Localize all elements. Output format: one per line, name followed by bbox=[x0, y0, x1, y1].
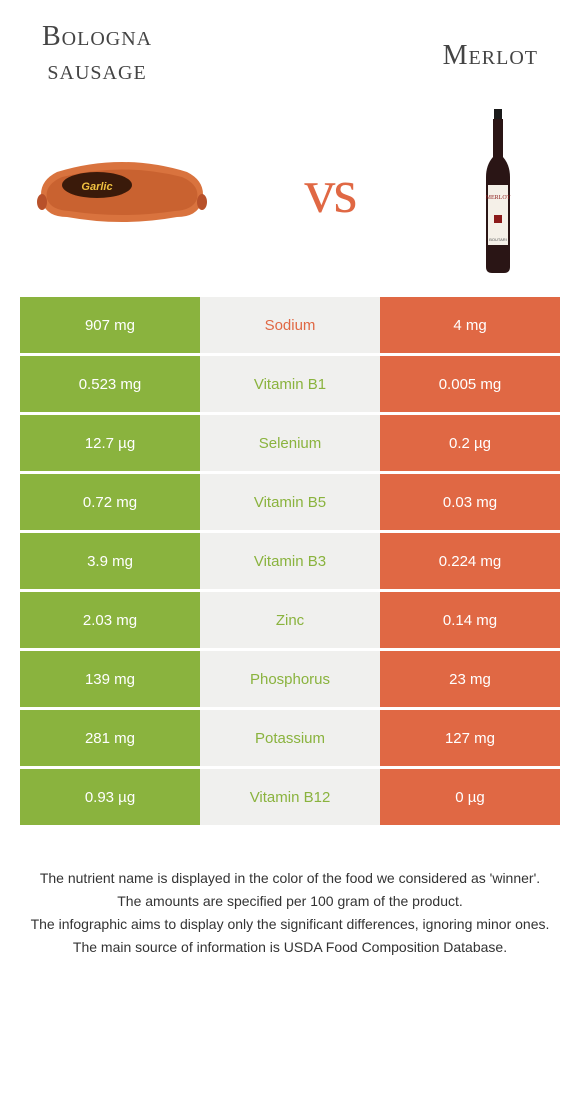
nutrient-table: 907 mg Sodium 4 mg 0.523 mg Vitamin B1 0… bbox=[20, 297, 560, 825]
value-left: 281 mg bbox=[20, 710, 200, 766]
table-row: 907 mg Sodium 4 mg bbox=[20, 297, 560, 353]
svg-text:BOUTARI: BOUTARI bbox=[489, 237, 506, 242]
nutrient-name: Phosphorus bbox=[200, 651, 380, 707]
header: Bologna sausage Merlot bbox=[12, 20, 568, 97]
nutrient-name: Selenium bbox=[200, 415, 380, 471]
nutrient-name: Vitamin B5 bbox=[200, 474, 380, 530]
value-right: 4 mg bbox=[380, 297, 560, 353]
value-right: 0 µg bbox=[380, 769, 560, 825]
value-right: 0.005 mg bbox=[380, 356, 560, 412]
footer-line: The main source of information is USDA F… bbox=[27, 937, 553, 958]
wine-bottle-icon: MERLOT BOUTARI bbox=[478, 107, 518, 277]
title-left-line2: sausage bbox=[47, 55, 146, 86]
food-image-left: Garlic bbox=[22, 157, 222, 227]
infographic-container: Bologna sausage Merlot Garlic vs MERLOT bbox=[0, 0, 580, 958]
title-left: Bologna sausage bbox=[42, 20, 152, 87]
table-row: 0.72 mg Vitamin B5 0.03 mg bbox=[20, 474, 560, 530]
footer-line: The amounts are specified per 100 gram o… bbox=[27, 891, 553, 912]
svg-text:Garlic: Garlic bbox=[81, 181, 112, 193]
table-row: 281 mg Potassium 127 mg bbox=[20, 710, 560, 766]
table-row: 12.7 µg Selenium 0.2 µg bbox=[20, 415, 560, 471]
nutrient-name: Vitamin B3 bbox=[200, 533, 380, 589]
value-right: 23 mg bbox=[380, 651, 560, 707]
nutrient-name: Vitamin B12 bbox=[200, 769, 380, 825]
title-right: Merlot bbox=[443, 20, 538, 72]
footer-notes: The nutrient name is displayed in the co… bbox=[12, 828, 568, 958]
table-row: 0.523 mg Vitamin B1 0.005 mg bbox=[20, 356, 560, 412]
footer-line: The nutrient name is displayed in the co… bbox=[27, 868, 553, 889]
table-row: 3.9 mg Vitamin B3 0.224 mg bbox=[20, 533, 560, 589]
food-image-right: MERLOT BOUTARI bbox=[438, 107, 558, 277]
images-row: Garlic vs MERLOT BOUTARI bbox=[12, 97, 568, 297]
value-left: 0.523 mg bbox=[20, 356, 200, 412]
table-row: 2.03 mg Zinc 0.14 mg bbox=[20, 592, 560, 648]
svg-text:MERLOT: MERLOT bbox=[486, 195, 511, 201]
value-right: 0.03 mg bbox=[380, 474, 560, 530]
nutrient-name: Zinc bbox=[200, 592, 380, 648]
nutrient-name: Potassium bbox=[200, 710, 380, 766]
value-right: 0.14 mg bbox=[380, 592, 560, 648]
value-left: 0.93 µg bbox=[20, 769, 200, 825]
sausage-icon: Garlic bbox=[27, 157, 217, 227]
footer-line: The infographic aims to display only the… bbox=[27, 914, 553, 935]
table-row: 0.93 µg Vitamin B12 0 µg bbox=[20, 769, 560, 825]
value-left: 0.72 mg bbox=[20, 474, 200, 530]
value-left: 139 mg bbox=[20, 651, 200, 707]
nutrient-name: Sodium bbox=[200, 297, 380, 353]
value-left: 2.03 mg bbox=[20, 592, 200, 648]
value-left: 3.9 mg bbox=[20, 533, 200, 589]
value-left: 12.7 µg bbox=[20, 415, 200, 471]
value-left: 907 mg bbox=[20, 297, 200, 353]
table-row: 139 mg Phosphorus 23 mg bbox=[20, 651, 560, 707]
value-right: 127 mg bbox=[380, 710, 560, 766]
title-left-line1: Bologna bbox=[42, 21, 152, 52]
value-right: 0.224 mg bbox=[380, 533, 560, 589]
vs-text: vs bbox=[304, 157, 355, 228]
value-right: 0.2 µg bbox=[380, 415, 560, 471]
nutrient-name: Vitamin B1 bbox=[200, 356, 380, 412]
